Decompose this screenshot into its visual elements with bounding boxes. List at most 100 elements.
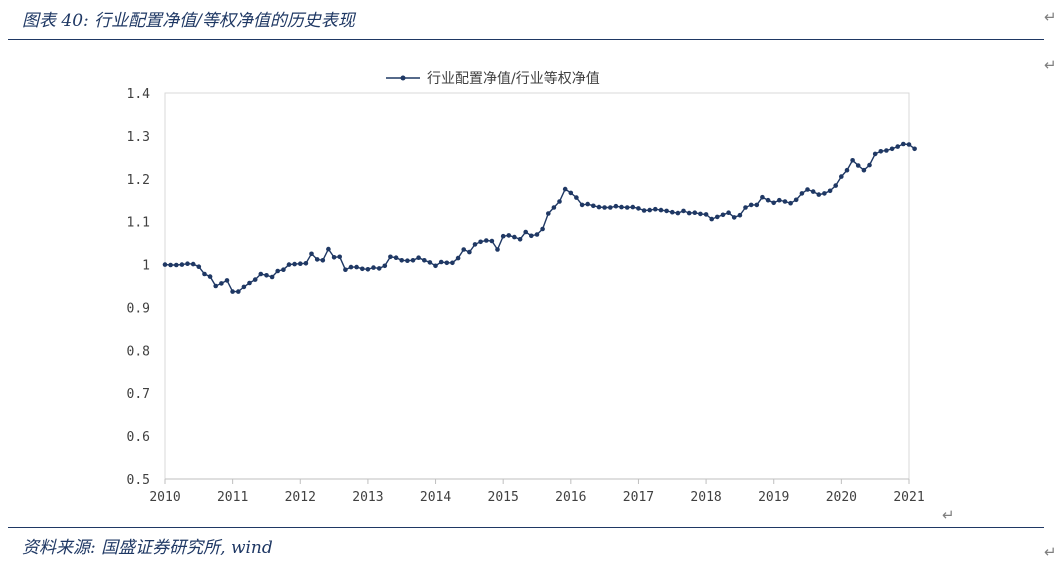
data-point bbox=[608, 205, 613, 210]
x-tick-label: 2017 bbox=[623, 490, 654, 505]
data-point bbox=[827, 188, 833, 194]
x-tick-label: 2016 bbox=[555, 490, 586, 505]
data-point bbox=[641, 208, 647, 213]
data-point bbox=[793, 197, 799, 203]
data-point bbox=[292, 261, 297, 267]
data-point bbox=[686, 210, 692, 216]
y-axis: 1.4 1.3 1.2 1.1 1 0.9 0.8 0.7 0.6 0.5 bbox=[127, 87, 151, 488]
data-point bbox=[360, 266, 365, 272]
data-point bbox=[410, 258, 416, 263]
data-point bbox=[309, 251, 314, 257]
data-point bbox=[450, 260, 455, 266]
y-tick-label: 0.6 bbox=[127, 430, 150, 445]
data-point bbox=[698, 211, 703, 217]
y-tick-label: 1.4 bbox=[127, 87, 151, 102]
data-point bbox=[557, 199, 562, 204]
y-tick-label: 0.8 bbox=[127, 344, 150, 359]
data-point bbox=[427, 260, 433, 265]
data-point bbox=[912, 146, 917, 152]
data-point bbox=[314, 257, 320, 262]
y-tick-label: 1.1 bbox=[127, 216, 150, 231]
legend[interactable]: 行业配置净值/行业等权净值 bbox=[386, 70, 600, 87]
x-tick-label: 2014 bbox=[420, 490, 451, 505]
data-point bbox=[371, 265, 376, 270]
x-tick-label: 2021 bbox=[893, 490, 924, 505]
data-point bbox=[399, 258, 405, 263]
data-point bbox=[258, 271, 264, 277]
data-point bbox=[489, 238, 495, 244]
data-point bbox=[782, 199, 788, 204]
data-point bbox=[303, 261, 309, 266]
data-point bbox=[179, 262, 185, 267]
data-point bbox=[512, 234, 517, 240]
data-point bbox=[681, 208, 686, 214]
data-point bbox=[867, 162, 872, 168]
data-point bbox=[602, 205, 607, 210]
y-tick-label: 1.2 bbox=[127, 173, 150, 188]
paragraph-mark-icon: ↵ bbox=[1044, 8, 1057, 26]
data-point bbox=[619, 204, 624, 210]
x-axis: 2010 2011 2012 2013 2014 2015 2016 2017 2018 2019… bbox=[149, 479, 925, 505]
data-point bbox=[185, 261, 190, 267]
data-point bbox=[562, 186, 568, 192]
data-point bbox=[568, 190, 574, 196]
data-point bbox=[472, 242, 478, 247]
data-point bbox=[388, 254, 393, 260]
data-point bbox=[692, 210, 698, 215]
data-point bbox=[777, 197, 782, 203]
data-point bbox=[709, 216, 714, 222]
data-point bbox=[455, 255, 461, 261]
data-point bbox=[788, 200, 793, 206]
data-point bbox=[613, 203, 619, 209]
data-point bbox=[720, 212, 726, 218]
data-point bbox=[748, 202, 754, 208]
data-point bbox=[540, 226, 545, 232]
data-point bbox=[546, 211, 551, 216]
data-point bbox=[461, 247, 467, 252]
data-point bbox=[889, 146, 895, 152]
data-point bbox=[252, 277, 258, 282]
data-point bbox=[715, 214, 720, 220]
data-point bbox=[799, 191, 805, 196]
legend-marker-icon bbox=[400, 75, 406, 81]
data-point bbox=[771, 200, 776, 206]
paragraph-mark-icon: ↵ bbox=[1044, 56, 1057, 74]
header-rule bbox=[8, 39, 1044, 40]
data-point bbox=[760, 194, 765, 200]
data-point bbox=[675, 210, 681, 216]
data-point bbox=[743, 205, 748, 210]
data-point bbox=[224, 278, 230, 283]
legend-label: 行业配置净值/行业等权净值 bbox=[427, 70, 600, 87]
data-point bbox=[844, 167, 850, 173]
data-point bbox=[884, 148, 889, 153]
data-point bbox=[495, 247, 500, 252]
data-point bbox=[320, 258, 326, 263]
data-point bbox=[405, 258, 410, 264]
data-point bbox=[596, 204, 602, 210]
data-point bbox=[506, 233, 512, 238]
data-point bbox=[286, 262, 292, 267]
y-tick-label: 0.9 bbox=[127, 301, 150, 316]
data-point bbox=[822, 191, 827, 196]
data-point bbox=[585, 201, 590, 207]
data-point bbox=[500, 233, 506, 239]
data-point bbox=[467, 249, 472, 255]
y-tick-label: 0.7 bbox=[127, 387, 150, 402]
x-tick-label: 2020 bbox=[826, 490, 857, 505]
data-point bbox=[269, 274, 275, 280]
data-point bbox=[213, 283, 218, 289]
data-point bbox=[658, 207, 664, 213]
data-point bbox=[703, 212, 709, 217]
x-tick-label: 2018 bbox=[690, 490, 721, 505]
data-point bbox=[354, 264, 359, 270]
data-point bbox=[275, 268, 281, 274]
data-point bbox=[365, 267, 371, 272]
data-point bbox=[726, 210, 731, 215]
data-point bbox=[579, 202, 585, 208]
data-point bbox=[591, 203, 596, 209]
y-tick-label: 1.3 bbox=[127, 130, 150, 145]
paragraph-mark-icon: ↵ bbox=[1044, 543, 1057, 561]
data-point bbox=[438, 259, 444, 265]
x-tick-label: 2011 bbox=[217, 490, 248, 505]
data-point bbox=[422, 258, 427, 263]
